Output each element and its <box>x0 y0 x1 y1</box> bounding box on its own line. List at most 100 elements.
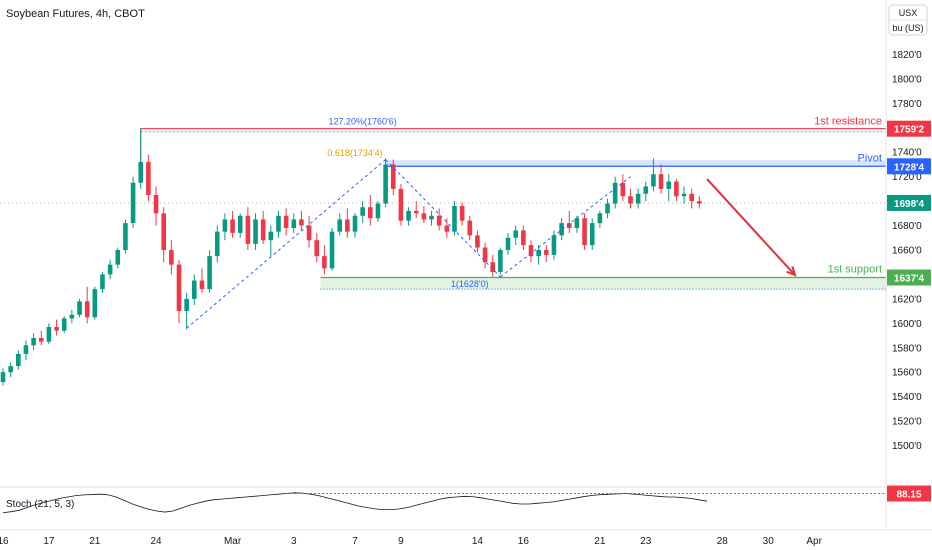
candle-body[interactable] <box>268 231 274 241</box>
candle-body[interactable] <box>299 219 304 226</box>
candle-body[interactable] <box>46 327 52 342</box>
candle-body[interactable] <box>245 215 251 244</box>
candle-body[interactable] <box>566 223 572 228</box>
candle-body[interactable] <box>574 218 580 228</box>
candle-body[interactable] <box>421 213 427 220</box>
candle-body[interactable] <box>352 215 358 232</box>
candle-body[interactable] <box>253 219 258 244</box>
candle-body[interactable] <box>490 262 496 272</box>
candle-body[interactable] <box>77 301 82 315</box>
candle-body[interactable] <box>260 219 266 241</box>
candle-body[interactable] <box>306 225 312 241</box>
candle-body[interactable] <box>628 196 633 204</box>
candle-body[interactable] <box>582 218 587 246</box>
candle-body[interactable] <box>551 235 557 255</box>
candle-body[interactable] <box>314 240 320 257</box>
candle-body[interactable] <box>276 215 281 232</box>
candles[interactable] <box>0 127 702 386</box>
candle-body[interactable] <box>651 174 656 187</box>
candle-body[interactable] <box>138 162 144 183</box>
candle-body[interactable] <box>84 301 90 318</box>
candle-body[interactable] <box>192 280 197 299</box>
candle-body[interactable] <box>444 225 450 232</box>
candle-body[interactable] <box>482 247 488 263</box>
candle-body[interactable] <box>16 353 21 367</box>
candle-body[interactable] <box>345 219 350 232</box>
candle-body[interactable] <box>69 314 75 319</box>
candle-body[interactable] <box>161 213 166 250</box>
candle-body[interactable] <box>337 219 342 232</box>
candle-body[interactable] <box>406 210 411 221</box>
price-tick-label: 1500'0 <box>892 441 922 452</box>
candle-body[interactable] <box>375 203 381 219</box>
price-axis[interactable]: 1820'01800'01780'01760'01740'01720'01680… <box>887 50 931 452</box>
candle-body[interactable] <box>597 213 603 224</box>
candle-body[interactable] <box>589 223 595 246</box>
candle-body[interactable] <box>222 219 228 232</box>
candle-body[interactable] <box>536 250 541 257</box>
candle-body[interactable] <box>475 235 480 248</box>
candle-body[interactable] <box>398 188 404 221</box>
time-tick-label: 7 <box>352 536 358 547</box>
candle-body[interactable] <box>199 280 205 290</box>
candle-body[interactable] <box>115 250 121 265</box>
candle-body[interactable] <box>214 231 220 257</box>
candle-body[interactable] <box>635 193 641 204</box>
candle-body[interactable] <box>54 327 59 331</box>
candle-body[interactable] <box>130 182 136 224</box>
candle-body[interactable] <box>0 372 6 382</box>
candle-body[interactable] <box>8 366 13 373</box>
candle-body[interactable] <box>612 182 618 204</box>
candle-body[interactable] <box>360 207 365 216</box>
candle-body[interactable] <box>666 181 672 189</box>
candle-body[interactable] <box>383 164 388 204</box>
candle-body[interactable] <box>368 207 373 219</box>
candle-body[interactable] <box>452 206 457 232</box>
candle-body[interactable] <box>528 245 534 257</box>
candle-body[interactable] <box>413 210 419 214</box>
candle-body[interactable] <box>658 174 664 189</box>
candle-body[interactable] <box>176 264 182 312</box>
candle-body[interactable] <box>291 219 297 228</box>
candle-body[interactable] <box>390 164 396 189</box>
candle-body[interactable] <box>153 195 159 214</box>
candle-body[interactable] <box>643 186 649 194</box>
candle-body[interactable] <box>283 215 289 228</box>
candle-body[interactable] <box>230 219 235 233</box>
candle-body[interactable] <box>207 256 212 290</box>
candle-body[interactable] <box>436 215 442 226</box>
candle-body[interactable] <box>23 345 29 354</box>
candle-body[interactable] <box>689 193 694 202</box>
candle-body[interactable] <box>92 289 98 318</box>
time-axis[interactable]: 16 17 21 24 Mar 3 7 9 14 16 21 23 28 30 Apr <box>0 536 823 547</box>
candle-body[interactable] <box>429 215 434 220</box>
candle-body[interactable] <box>467 220 473 236</box>
candle-body[interactable] <box>237 215 243 233</box>
candle-body[interactable] <box>505 237 511 250</box>
candle-body[interactable] <box>38 338 44 342</box>
candle-body[interactable] <box>544 250 549 255</box>
candle-body[interactable] <box>513 230 518 238</box>
candle-body[interactable] <box>674 181 679 197</box>
candle-body[interactable] <box>322 256 327 269</box>
currency-selector[interactable]: USX bu (US) <box>888 4 928 36</box>
candle-body[interactable] <box>169 250 174 265</box>
candle-body[interactable] <box>329 231 335 269</box>
candle-body[interactable] <box>123 223 128 250</box>
candle-body[interactable] <box>605 203 610 214</box>
candle-body[interactable] <box>620 182 626 197</box>
candle-body[interactable] <box>459 206 465 221</box>
candle-body[interactable] <box>498 250 503 272</box>
candle-body[interactable] <box>521 230 526 246</box>
candle-body[interactable] <box>681 193 687 197</box>
candle-body[interactable] <box>107 264 113 275</box>
candle-body[interactable] <box>184 298 189 312</box>
chart-title: Soybean Futures, 4h, CBOT <box>6 8 145 20</box>
candle-body[interactable] <box>31 338 36 346</box>
candle-body[interactable] <box>146 162 151 195</box>
candle-body[interactable] <box>697 201 702 204</box>
candle-body[interactable] <box>61 318 67 331</box>
candle-body[interactable] <box>100 274 105 290</box>
candle-body[interactable] <box>559 223 564 236</box>
